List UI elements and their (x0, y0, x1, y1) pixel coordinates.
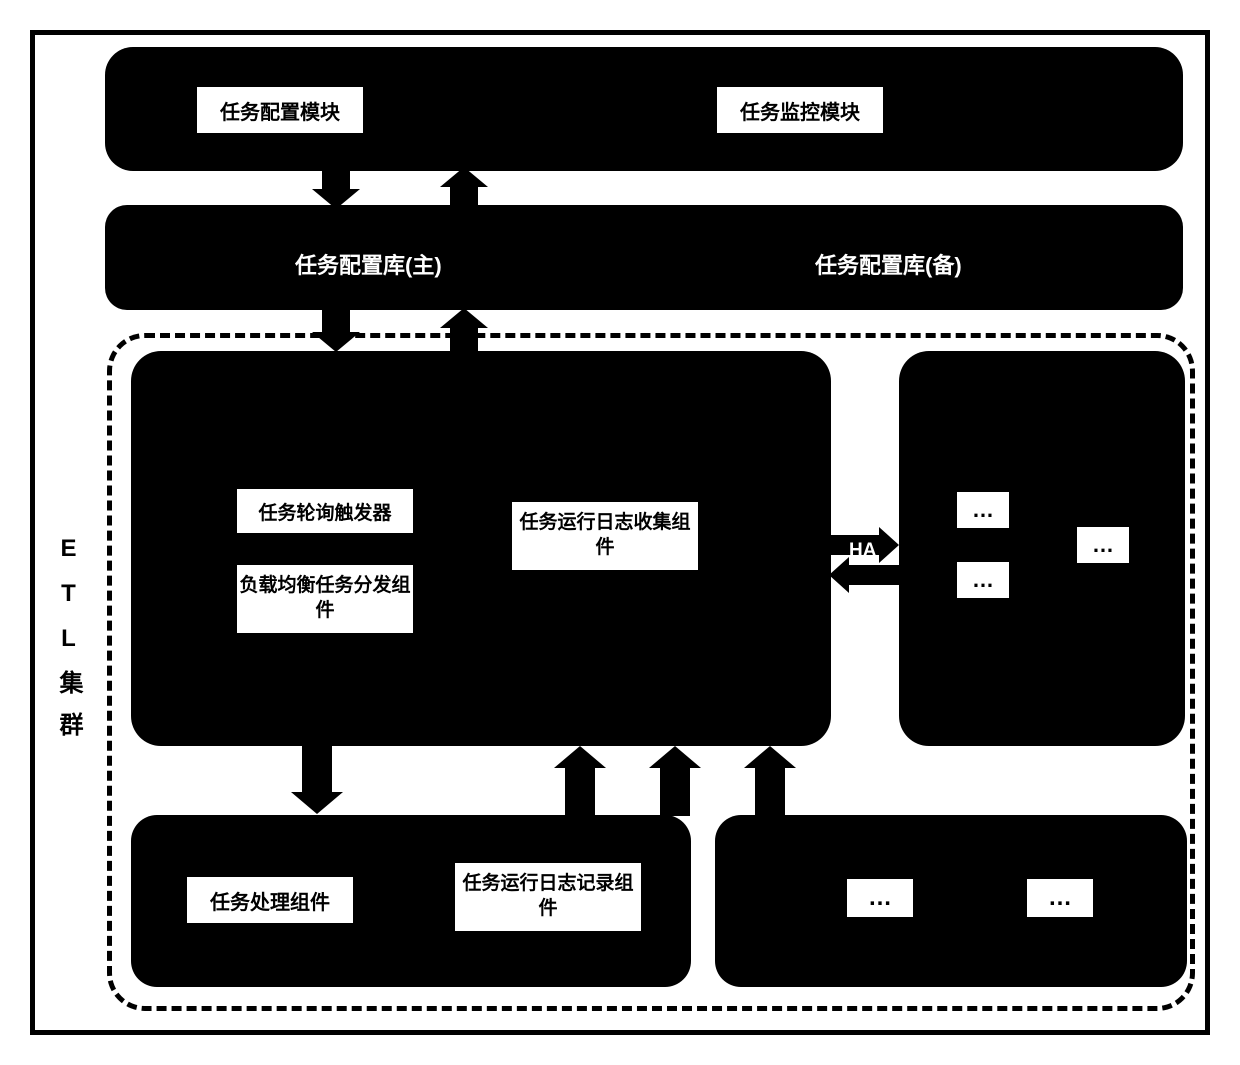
db-primary-text: 任务配置库(主) (295, 248, 442, 280)
worker2-block (715, 815, 1187, 987)
outer-frame: 任务配置模块 任务监控模块 任务配置库(主) 任务配置库(备) ETL集群 任务… (30, 30, 1210, 1035)
poll-trigger-label: 任务轮询触发器 (235, 487, 415, 535)
load-balance-label: 负载均衡任务分发组件 (235, 563, 415, 635)
log-record-label: 任务运行日志记录组件 (453, 861, 643, 933)
db-block (105, 205, 1183, 310)
backup-label-c: … (1075, 525, 1131, 565)
ha-text: HA (849, 540, 876, 562)
master-block (131, 351, 831, 746)
worker2-label-a: … (845, 877, 915, 919)
worker2-label-b: … (1025, 877, 1095, 919)
backup-label-a: … (955, 490, 1011, 530)
backup-block (899, 351, 1185, 746)
db-backup-text: 任务配置库(备) (815, 248, 962, 280)
task-config-module-label: 任务配置模块 (195, 85, 365, 135)
backup-label-b: … (955, 560, 1011, 600)
task-monitor-module-label: 任务监控模块 (715, 85, 885, 135)
log-collect-label: 任务运行日志收集组件 (510, 500, 700, 572)
etl-cluster-label: ETL集群 (51, 535, 86, 754)
task-process-label: 任务处理组件 (185, 875, 355, 925)
